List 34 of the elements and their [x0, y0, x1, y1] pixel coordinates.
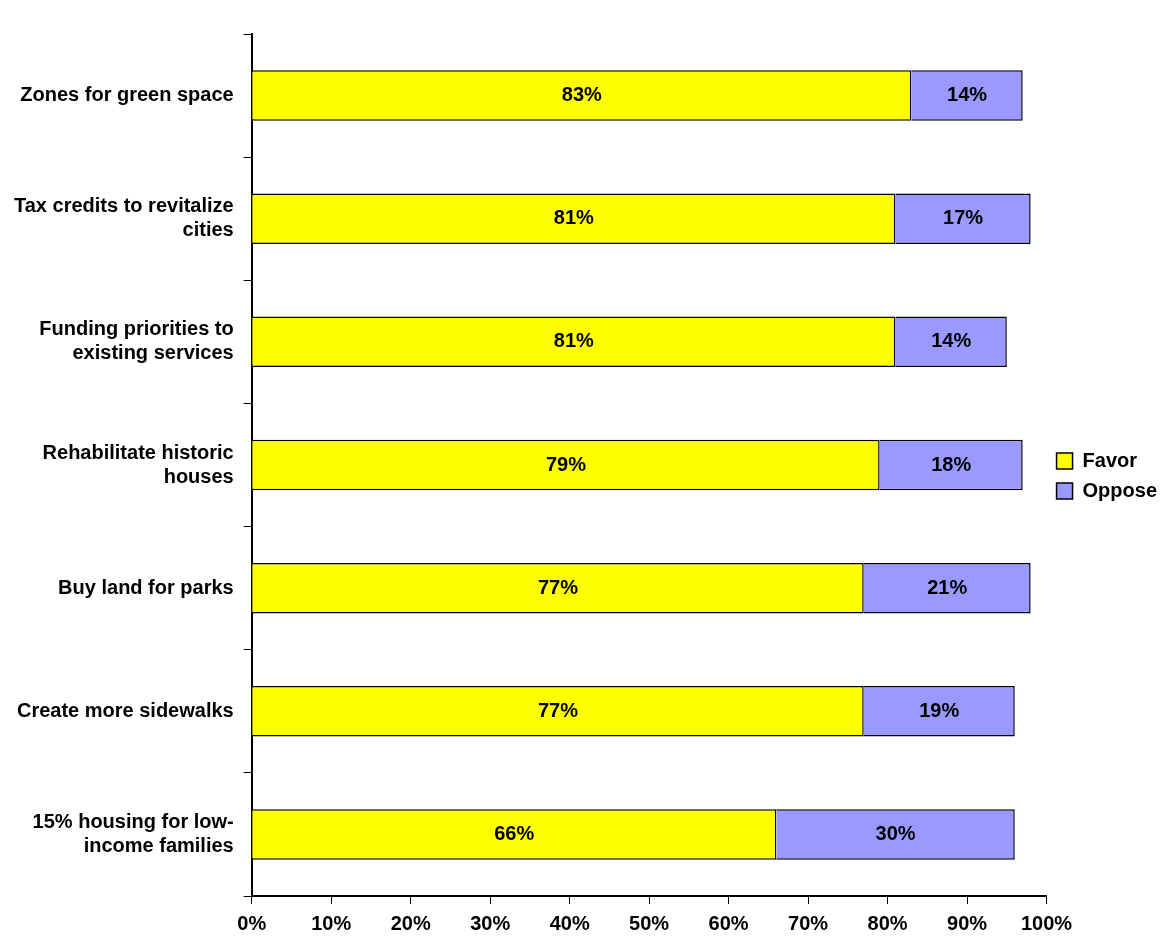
y-tick-label: Zones for green space: [20, 83, 234, 106]
data-label: 14%: [931, 329, 972, 352]
x-tick-label: 10%: [311, 911, 352, 934]
data-label: 30%: [875, 821, 916, 844]
x-tick-label: 40%: [549, 911, 590, 934]
x-tick-label: 0%: [237, 911, 267, 934]
y-tick-label: Buy land for parks: [58, 575, 234, 598]
y-tick-label: Tax credits to revitalize cities: [14, 194, 234, 241]
data-label: 19%: [919, 698, 960, 721]
y-tick-label: 15% housing for low-income families: [32, 809, 234, 856]
x-tick-label: 90%: [947, 911, 988, 934]
x-tick-label: 70%: [788, 911, 829, 934]
data-label: 83%: [561, 83, 603, 106]
data-label: 14%: [947, 83, 988, 106]
data-label: 81%: [553, 206, 595, 229]
y-tick-label: Create more sidewalks: [16, 698, 234, 721]
data-label: 77%: [537, 575, 579, 598]
y-tick-label: Rehabilitate historic houses: [42, 440, 234, 487]
y-tick-label: Funding priorities to existing services: [39, 317, 234, 364]
data-label: 77%: [537, 698, 579, 721]
data-label: 81%: [553, 329, 595, 352]
data-label: 18%: [931, 452, 972, 475]
x-tick-label: 60%: [708, 911, 749, 934]
data-label: 17%: [943, 206, 984, 229]
x-tick-label: 30%: [470, 911, 511, 934]
data-label: 21%: [927, 575, 968, 598]
x-tick-label: 20%: [390, 911, 431, 934]
data-label: 79%: [545, 452, 587, 475]
legend-label: Favor: [1082, 448, 1138, 471]
data-label: 66%: [494, 821, 535, 844]
x-tick-label: 80%: [867, 911, 908, 934]
x-tick-label: 50%: [629, 911, 670, 934]
legend-label: Oppose: [1082, 478, 1157, 501]
x-tick-label: 100%: [1020, 911, 1073, 934]
